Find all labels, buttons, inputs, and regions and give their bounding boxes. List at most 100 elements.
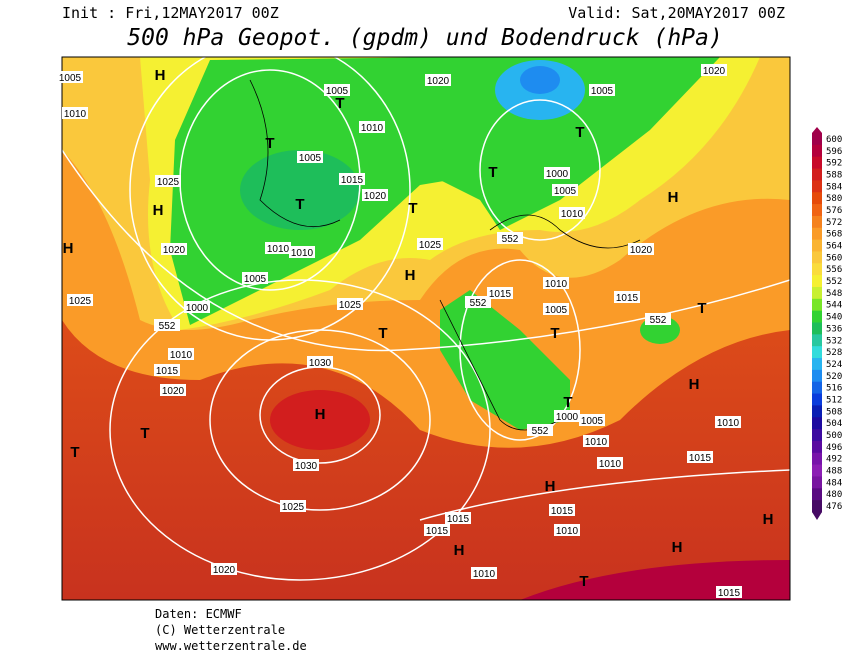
isobar-label: 1010 — [473, 569, 496, 580]
colorbar-label: 532 — [826, 336, 842, 346]
label-box — [614, 291, 640, 303]
colorbar-swatch — [812, 369, 822, 383]
label-box — [307, 356, 333, 368]
label-box — [701, 64, 727, 76]
colorbar-swatch — [812, 488, 822, 501]
isobar-label: 1020 — [162, 386, 185, 397]
isobar-label: 1015 — [426, 526, 449, 537]
colorbar-label: 600 — [826, 135, 842, 145]
colorbar-swatch — [812, 215, 822, 229]
colorbar-swatch — [812, 346, 822, 359]
pressure-center: H — [315, 406, 326, 423]
isobar-label: 1020 — [364, 191, 387, 202]
label-box — [425, 74, 451, 86]
isobar-label: 1015 — [489, 289, 512, 300]
valid-text: Valid: Sat,20MAY2017 00Z — [568, 4, 785, 22]
label-box — [687, 451, 713, 463]
colorbar-swatch — [812, 464, 822, 477]
init-text: Init : Fri,12MAY2017 00Z — [62, 4, 279, 22]
colorbar-label: 564 — [826, 242, 842, 252]
pressure-center: H — [63, 240, 74, 257]
colorbar-label: 568 — [826, 230, 842, 240]
label-box — [293, 459, 319, 471]
label-box — [497, 232, 523, 244]
colorbar-label: 516 — [826, 384, 842, 394]
colorbar-label: 484 — [826, 478, 842, 488]
label-box — [554, 524, 580, 536]
isobar-label: 1020 — [213, 565, 236, 576]
colorbar-swatch — [812, 322, 822, 335]
label-box — [242, 272, 268, 284]
isobar-label: 1010 — [585, 437, 608, 448]
isobar-label: 552 — [650, 315, 667, 326]
colorbar-label: 508 — [826, 407, 842, 417]
pressure-center: T — [265, 135, 274, 152]
label-box — [589, 84, 615, 96]
colorbar-label: 560 — [826, 253, 842, 263]
label-box — [715, 416, 741, 428]
pressure-center: H — [405, 267, 416, 284]
pressure-center: T — [295, 196, 304, 213]
colorbar-label: 572 — [826, 218, 842, 228]
label-box — [155, 175, 181, 187]
label-box — [544, 167, 570, 179]
label-box — [161, 243, 187, 255]
pressure-center: T — [140, 425, 149, 442]
isobar-label: 1000 — [186, 303, 209, 314]
colorbar-swatch — [812, 263, 822, 276]
label-box — [597, 457, 623, 469]
colorbar-label: 584 — [826, 182, 842, 192]
colorbar-label: 480 — [826, 490, 842, 500]
label-box — [362, 189, 388, 201]
colorbar-swatch — [812, 156, 822, 170]
label-box — [160, 384, 186, 396]
colorbar-label: 596 — [826, 147, 842, 157]
isobar-label: 1010 — [599, 459, 622, 470]
pressure-center: H — [672, 539, 683, 556]
isobar-label: 1005 — [244, 274, 267, 285]
colorbar-label: 524 — [826, 360, 842, 370]
colorbar-label: 496 — [826, 443, 842, 453]
label-box — [487, 287, 513, 299]
label-box — [324, 84, 350, 96]
isobar-label: 1015 — [616, 293, 639, 304]
label-box — [168, 348, 194, 360]
pressure-center: H — [689, 376, 700, 393]
isobar-label: 1015 — [551, 506, 574, 517]
label-box — [424, 524, 450, 536]
pressure-center: T — [550, 325, 559, 342]
source-text: Daten: ECMWF — [155, 607, 242, 621]
label-box — [543, 303, 569, 315]
label-box — [716, 586, 742, 598]
isobar-label: 1015 — [689, 453, 712, 464]
label-box — [184, 301, 210, 313]
colorbar-label: 528 — [826, 348, 842, 358]
isobar-label: 1005 — [581, 416, 604, 427]
colorbar-swatch — [812, 275, 822, 288]
colorbar-label: 592 — [826, 159, 842, 169]
colorbar-arrow — [812, 512, 822, 520]
isobar-label: 1010 — [170, 350, 193, 361]
map-frame — [61, 56, 791, 601]
label-box — [57, 71, 83, 83]
colorbar-swatch — [812, 298, 822, 312]
colorbar-swatch — [812, 405, 822, 418]
isobar-label: 1005 — [545, 305, 568, 316]
map-title: 500 hPa Geopot. (gpdm) und Bodendruck (h… — [127, 25, 722, 51]
colorbar-swatch — [812, 204, 822, 217]
colorbar-swatch — [812, 227, 822, 241]
colorbar-swatch — [812, 286, 822, 300]
label-box — [543, 277, 569, 289]
colorbar-label: 588 — [826, 170, 842, 180]
colorbar-label: 488 — [826, 467, 842, 477]
pressure-center: H — [668, 189, 679, 206]
pressure-center: T — [408, 200, 417, 217]
isobar-label: 1025 — [157, 177, 180, 188]
label-box — [527, 424, 553, 436]
colorbar-label: 552 — [826, 277, 842, 287]
pressure-center: H — [153, 202, 164, 219]
label-box — [445, 512, 471, 524]
isobar-label: 1010 — [545, 279, 568, 290]
pressure-center: H — [155, 67, 166, 84]
